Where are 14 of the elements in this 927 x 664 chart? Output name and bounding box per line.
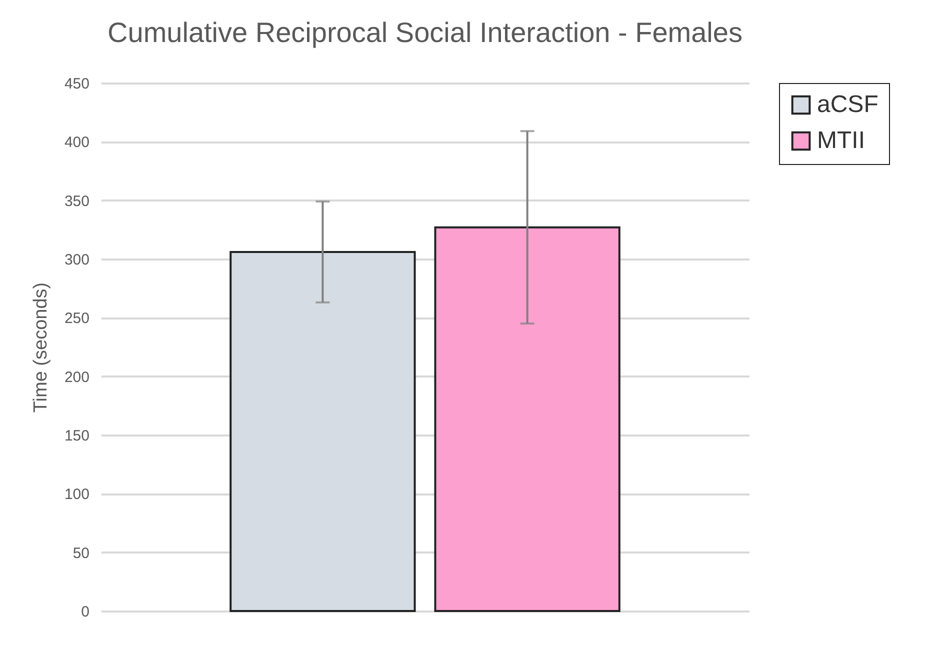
chart-title: Cumulative Reciprocal Social Interaction - Females (108, 17, 742, 48)
y-tick-label: 400 (64, 134, 90, 152)
y-tick-label: 150 (64, 428, 90, 444)
y-tick-label: 350 (64, 192, 90, 210)
y-tick-label: 450 (64, 76, 90, 92)
y-tick-label: 100 (64, 486, 90, 504)
legend-label: MTII (817, 127, 865, 154)
y-axis-title: Time (seconds) (30, 282, 52, 413)
y-tick-label: 50 (72, 544, 90, 562)
y-tick-label: 200 (64, 368, 90, 386)
legend-label: aCSF (817, 91, 878, 118)
y-tick-label: 250 (64, 310, 90, 328)
y-tick-label: 0 (81, 604, 90, 620)
y-tick-label: 300 (64, 252, 90, 268)
